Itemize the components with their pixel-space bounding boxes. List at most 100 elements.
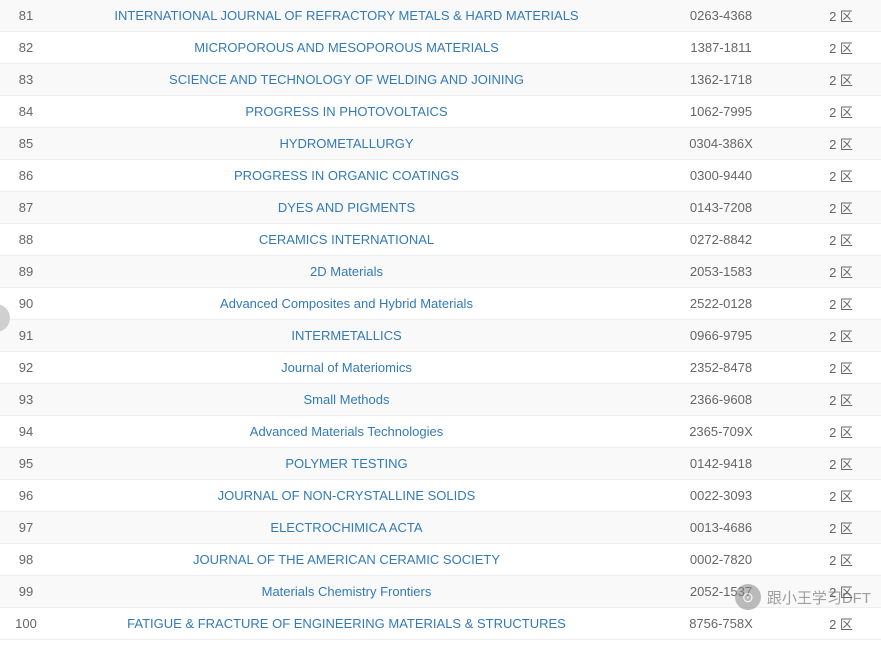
name-cell: ELECTROCHIMICA ACTA	[52, 520, 641, 535]
name-cell: FATIGUE & FRACTURE OF ENGINEERING MATERI…	[52, 616, 641, 631]
issn-cell: 0022-3093	[641, 488, 801, 503]
zone-cell: 2 区	[801, 6, 881, 25]
issn-cell: 2352-8478	[641, 360, 801, 375]
table-row: 82 MICROPOROUS AND MESOPOROUS MATERIALS 13…	[0, 32, 881, 64]
zone-cell: 2 区	[801, 326, 881, 345]
journal-link[interactable]: DYES AND PIGMENTS	[278, 200, 415, 215]
journal-link[interactable]: Journal of Materiomics	[281, 360, 412, 375]
name-cell: DYES AND PIGMENTS	[52, 200, 641, 215]
table-row: 96 JOURNAL OF NON-CRYSTALLINE SOLIDS 0022-…	[0, 480, 881, 512]
table-row: 85 HYDROMETALLURGY 0304-386X2 区	[0, 128, 881, 160]
zone-cell: 2 区	[801, 70, 881, 89]
issn-cell: 1387-1811	[641, 40, 801, 55]
rank-cell: 94	[0, 424, 52, 439]
name-cell: MICROPOROUS AND MESOPOROUS MATERIALS	[52, 40, 641, 55]
name-cell: POLYMER TESTING	[52, 456, 641, 471]
zone-cell: 2 区	[801, 262, 881, 281]
table-row: 87DYES AND PIGMENTS0143-72082 区	[0, 192, 881, 224]
journal-link[interactable]: PROGRESS IN PHOTOVOLTAICS	[245, 104, 447, 119]
rank-cell: 82	[0, 40, 52, 55]
zone-cell: 2 区	[801, 166, 881, 185]
issn-cell: 8756-758X	[641, 616, 801, 631]
name-cell: Journal of Materiomics	[52, 360, 641, 375]
zone-cell: 2 区	[801, 38, 881, 57]
journal-link[interactable]: JOURNAL OF THE AMERICAN CERAMIC SOCIETY	[193, 552, 500, 567]
zone-cell: 2 区	[801, 582, 881, 601]
journal-link[interactable]: 2D Materials	[310, 264, 383, 279]
name-cell: HYDROMETALLURGY	[52, 136, 641, 151]
name-cell: JOURNAL OF NON-CRYSTALLINE SOLIDS	[52, 488, 641, 503]
name-cell: Advanced Composites and Hybrid Materials	[52, 296, 641, 311]
journal-link[interactable]: MICROPOROUS AND MESOPOROUS MATERIALS	[194, 40, 499, 55]
rank-cell: 99	[0, 584, 52, 599]
table-row: 92 Journal of Materiomics 2352-84782 区	[0, 352, 881, 384]
issn-cell: 2053-1583	[641, 264, 801, 279]
journal-link[interactable]: Advanced Composites and Hybrid Materials	[220, 296, 473, 311]
table-row: 97ELECTROCHIMICA ACTA0013-46862 区	[0, 512, 881, 544]
issn-cell: 0002-7820	[641, 552, 801, 567]
rank-cell: 90	[0, 296, 52, 311]
rank-cell: 93	[0, 392, 52, 407]
name-cell: PROGRESS IN ORGANIC COATINGS	[52, 168, 641, 183]
issn-cell: 0143-7208	[641, 200, 801, 215]
table-row: 81 INTERNATIONAL JOURNAL OF REFRACTORY ME…	[0, 0, 881, 32]
issn-cell: 0304-386X	[641, 136, 801, 151]
rank-cell: 98	[0, 552, 52, 567]
rank-cell: 91	[0, 328, 52, 343]
rank-cell: 84	[0, 104, 52, 119]
journal-link[interactable]: ELECTROCHIMICA ACTA	[270, 520, 422, 535]
name-cell: Small Methods	[52, 392, 641, 407]
rank-cell: 95	[0, 456, 52, 471]
rank-cell: 96	[0, 488, 52, 503]
table-row: 93Small Methods2366-96082 区	[0, 384, 881, 416]
journal-link[interactable]: Materials Chemistry Frontiers	[262, 584, 432, 599]
journal-link[interactable]: POLYMER TESTING	[285, 456, 407, 471]
zone-cell: 2 区	[801, 550, 881, 569]
issn-cell: 1062-7995	[641, 104, 801, 119]
table-row: 100 FATIGUE & FRACTURE OF ENGINEERING MAT…	[0, 608, 881, 640]
journal-link[interactable]: SCIENCE AND TECHNOLOGY OF WELDING AND JO…	[169, 72, 524, 87]
zone-cell: 2 区	[801, 614, 881, 633]
name-cell: Advanced Materials Technologies	[52, 424, 641, 439]
table-row: 83 SCIENCE AND TECHNOLOGY OF WELDING AND …	[0, 64, 881, 96]
journal-link[interactable]: INTERNATIONAL JOURNAL OF REFRACTORY META…	[114, 8, 578, 23]
zone-cell: 2 区	[801, 294, 881, 313]
table-row: 84PROGRESS IN PHOTOVOLTAICS1062-79952 区	[0, 96, 881, 128]
zone-cell: 2 区	[801, 358, 881, 377]
rank-cell: 89	[0, 264, 52, 279]
rank-cell: 88	[0, 232, 52, 247]
journal-link[interactable]: Advanced Materials Technologies	[250, 424, 443, 439]
zone-cell: 2 区	[801, 230, 881, 249]
rank-cell: 92	[0, 360, 52, 375]
rank-cell: 85	[0, 136, 52, 151]
journal-link[interactable]: INTERMETALLICS	[291, 328, 401, 343]
issn-cell: 0013-4686	[641, 520, 801, 535]
issn-cell: 0263-4368	[641, 8, 801, 23]
journal-link[interactable]: Small Methods	[304, 392, 390, 407]
table-row: 90 Advanced Composites and Hybrid Materia…	[0, 288, 881, 320]
name-cell: SCIENCE AND TECHNOLOGY OF WELDING AND JO…	[52, 72, 641, 87]
zone-cell: 2 区	[801, 454, 881, 473]
zone-cell: 2 区	[801, 134, 881, 153]
rank-cell: 100	[0, 616, 52, 631]
issn-cell: 2052-1537	[641, 584, 801, 599]
rank-cell: 83	[0, 72, 52, 87]
issn-cell: 0966-9795	[641, 328, 801, 343]
journal-link[interactable]: PROGRESS IN ORGANIC COATINGS	[234, 168, 459, 183]
rank-cell: 81	[0, 8, 52, 23]
table-row: 89 2D Materials 2053-15832 区	[0, 256, 881, 288]
issn-cell: 2365-709X	[641, 424, 801, 439]
journal-link[interactable]: FATIGUE & FRACTURE OF ENGINEERING MATERI…	[127, 616, 566, 631]
issn-cell: 0142-9418	[641, 456, 801, 471]
zone-cell: 2 区	[801, 518, 881, 537]
table-row: 86PROGRESS IN ORGANIC COATINGS0300-94402…	[0, 160, 881, 192]
name-cell: CERAMICS INTERNATIONAL	[52, 232, 641, 247]
name-cell: INTERNATIONAL JOURNAL OF REFRACTORY META…	[52, 8, 641, 23]
name-cell: 2D Materials	[52, 264, 641, 279]
journal-link[interactable]: JOURNAL OF NON-CRYSTALLINE SOLIDS	[218, 488, 476, 503]
journal-link[interactable]: CERAMICS INTERNATIONAL	[259, 232, 434, 247]
issn-cell: 0300-9440	[641, 168, 801, 183]
journal-link[interactable]: HYDROMETALLURGY	[279, 136, 413, 151]
issn-cell: 1362-1718	[641, 72, 801, 87]
zone-cell: 2 区	[801, 486, 881, 505]
